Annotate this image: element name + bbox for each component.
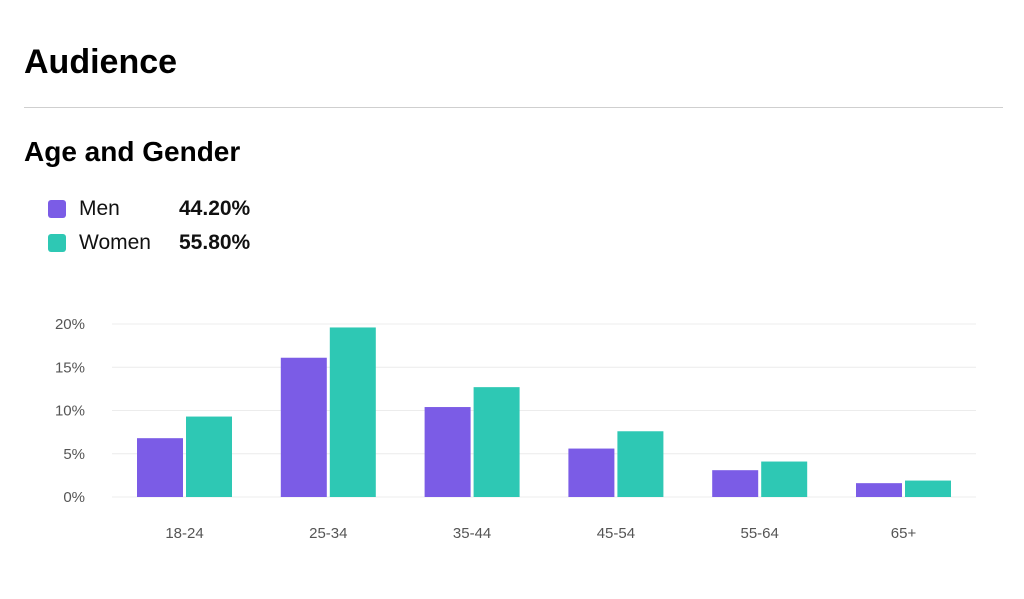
y-tick-label: 10% xyxy=(55,403,85,420)
legend-swatch-men xyxy=(48,200,66,218)
bar-women-35-44 xyxy=(473,387,520,497)
bar-women-55-64 xyxy=(761,461,808,497)
bar-men-25-34 xyxy=(280,357,327,497)
y-tick-label: 5% xyxy=(63,446,85,463)
gridlines xyxy=(112,323,976,498)
bar-men-18-24 xyxy=(137,438,183,497)
age-gender-bar-chart: 0% 5% 10% 15% 20% 18-24 25-34 35-44 45-54 55-64 6… xyxy=(55,316,976,542)
x-tick-label: 45-54 xyxy=(597,525,635,542)
bar-women-25-34 xyxy=(329,327,376,497)
legend-label-women: Women xyxy=(79,231,151,254)
legend-swatch-women xyxy=(48,234,66,252)
section-title: Age and Gender xyxy=(24,136,241,167)
x-tick-label: 55-64 xyxy=(741,525,779,542)
chart-legend: Men 44.20% Women 55.80% xyxy=(48,192,250,260)
y-tick-label: 0% xyxy=(63,489,85,506)
x-tick-label: 65+ xyxy=(891,525,917,542)
x-tick-label: 25-34 xyxy=(309,525,347,542)
bar-women-18-24 xyxy=(186,416,232,497)
bars xyxy=(137,327,951,497)
title-divider xyxy=(24,107,1003,108)
legend-value-men: 44.20% xyxy=(179,197,251,220)
y-tick-label: 15% xyxy=(55,359,85,376)
bar-men-45-54 xyxy=(568,448,615,497)
legend-item-men: Men 44.20% xyxy=(48,192,250,226)
bar-women-65+ xyxy=(905,480,951,497)
bar-men-65+ xyxy=(856,483,902,497)
x-tick-label: 18-24 xyxy=(165,525,203,542)
bar-men-35-44 xyxy=(424,407,471,497)
legend-value-women: 55.80% xyxy=(179,231,251,254)
page-title: Audience xyxy=(24,43,178,81)
legend-label-men: Men xyxy=(79,197,120,220)
y-tick-label: 20% xyxy=(55,316,85,333)
bar-men-55-64 xyxy=(712,470,759,497)
legend-item-women: Women 55.80% xyxy=(48,226,250,260)
y-axis-ticks: 0% 5% 10% 15% 20% xyxy=(55,316,85,506)
bar-women-45-54 xyxy=(617,431,664,497)
x-axis-ticks: 18-24 25-34 35-44 45-54 55-64 65+ xyxy=(165,525,916,542)
x-tick-label: 35-44 xyxy=(453,525,491,542)
